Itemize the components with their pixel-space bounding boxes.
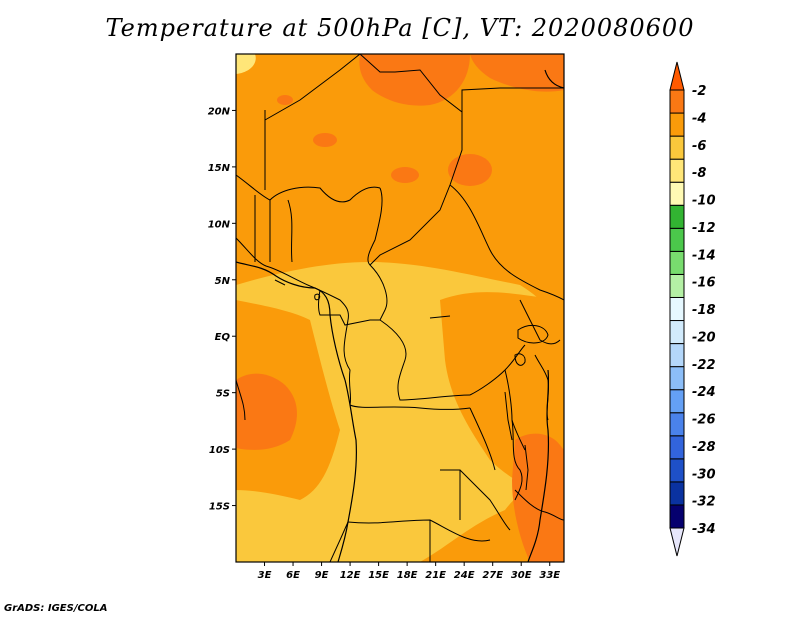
map-frame (235, 53, 565, 563)
colorbar-end-low (669, 527, 685, 557)
map-title: Temperature at 500hPa [C], VT: 202008060… (105, 14, 695, 42)
colorbar-swatch (669, 112, 685, 137)
lat-tick-label: 15N (208, 163, 231, 174)
colorbar-label: -14 (692, 248, 716, 263)
lon-tick-label: 6E (286, 570, 300, 581)
colorbar-swatch (669, 227, 685, 252)
colorbar-label: -34 (692, 522, 716, 537)
colorbar-swatch (669, 481, 685, 506)
lat-tick-label: 15S (209, 502, 230, 513)
colorbar-swatch (669, 158, 685, 183)
lon-tick-label: 9E (315, 570, 329, 581)
colorbar-swatch (669, 181, 685, 206)
colorbar-swatch (669, 250, 685, 275)
lat-tick-label: 10S (209, 445, 230, 456)
lat-tick-label: 5S (216, 389, 230, 400)
colorbar-swatch (669, 412, 685, 437)
colorbar-label: -30 (692, 467, 716, 482)
lon-tick-label: 27E (482, 570, 503, 581)
lat-tick-label: EQ (215, 332, 231, 343)
colorbar-swatch (669, 135, 685, 160)
colorbar: -2 -4 -6 -8 -10 -12 -14 -16 -18 -20 -22 -24 -26 -28 -3… (669, 61, 716, 557)
colorbar-label: -4 (692, 111, 706, 126)
longitude-axis: 3E 6E 9E 12E 15E 18E 21E 24E 27E 30E 33E (258, 562, 560, 581)
colorbar-swatch (669, 389, 685, 414)
warm-patch (391, 167, 419, 183)
colorbar-label: -24 (692, 385, 716, 400)
colorbar-label: -32 (692, 495, 716, 510)
colorbar-swatch (669, 435, 685, 460)
colorbar-label: -8 (692, 166, 706, 181)
colorbar-swatch (669, 273, 685, 298)
colorbar-swatch (669, 458, 685, 483)
colorbar-end-high (669, 61, 685, 91)
lat-tick-label: 10N (208, 219, 231, 230)
colorbar-swatch (669, 366, 685, 391)
warm-region-ne (470, 54, 564, 92)
colorbar-swatch (669, 204, 685, 229)
latitude-axis: 20N 15N 10N 5N EQ 5S 10S 15S (208, 106, 236, 513)
colorbar-label: -18 (692, 303, 716, 318)
lakes (314, 293, 549, 491)
colorbar-label: -28 (692, 440, 716, 455)
colorbar-label: -16 (692, 276, 716, 291)
lon-tick-label: 15E (368, 570, 389, 581)
warm-region-se (512, 433, 564, 562)
lon-tick-label: 30E (511, 570, 532, 581)
warm-patch (448, 154, 492, 186)
warm-patch (313, 133, 337, 147)
coolest-patch-nw (236, 54, 256, 74)
lon-tick-label: 33E (539, 570, 560, 581)
colorbar-label: -10 (692, 194, 716, 209)
colorbar-label: -26 (692, 413, 716, 428)
lon-tick-label: 21E (425, 570, 446, 581)
lon-tick-label: 3E (258, 570, 272, 581)
credit-label: GrADS: IGES/COLA (4, 603, 108, 614)
warm-region-sw (236, 373, 297, 450)
colorbar-label: -6 (692, 139, 706, 154)
colorbar-label: -12 (692, 221, 716, 236)
lon-tick-label: 24E (454, 570, 475, 581)
lon-tick-label: 12E (340, 570, 361, 581)
colorbar-swatch (669, 343, 685, 368)
colorbar-swatch (669, 504, 685, 529)
warm-patch (277, 95, 293, 105)
warm-region-north (359, 54, 470, 106)
temperature-field (236, 54, 564, 562)
colorbar-swatch (669, 320, 685, 345)
lat-tick-label: 5N (215, 276, 231, 287)
lat-tick-label: 20N (208, 106, 231, 117)
colorbar-label: -20 (692, 330, 716, 345)
colorbar-label: -2 (692, 84, 706, 99)
colorbar-label: -22 (692, 358, 716, 373)
colorbar-swatch (669, 89, 685, 114)
coastline (236, 69, 564, 562)
colorbar-swatch (669, 296, 685, 322)
lon-tick-label: 18E (397, 570, 418, 581)
